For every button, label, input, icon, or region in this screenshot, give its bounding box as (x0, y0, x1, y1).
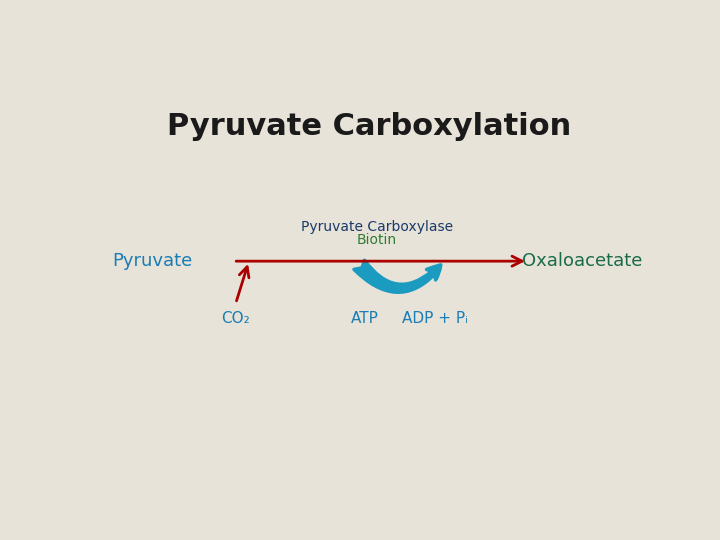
Text: Oxaloacetate: Oxaloacetate (522, 252, 642, 270)
Text: Pyruvate Carboxylation: Pyruvate Carboxylation (167, 112, 571, 141)
Text: Biotin: Biotin (356, 233, 397, 247)
Text: Pyruvate Carboxylase: Pyruvate Carboxylase (301, 219, 453, 233)
FancyArrowPatch shape (354, 260, 441, 292)
Text: CO₂: CO₂ (221, 312, 250, 326)
Text: Pyruvate: Pyruvate (112, 252, 192, 270)
Text: ADP + Pᵢ: ADP + Pᵢ (402, 312, 468, 326)
Text: ATP: ATP (351, 312, 379, 326)
